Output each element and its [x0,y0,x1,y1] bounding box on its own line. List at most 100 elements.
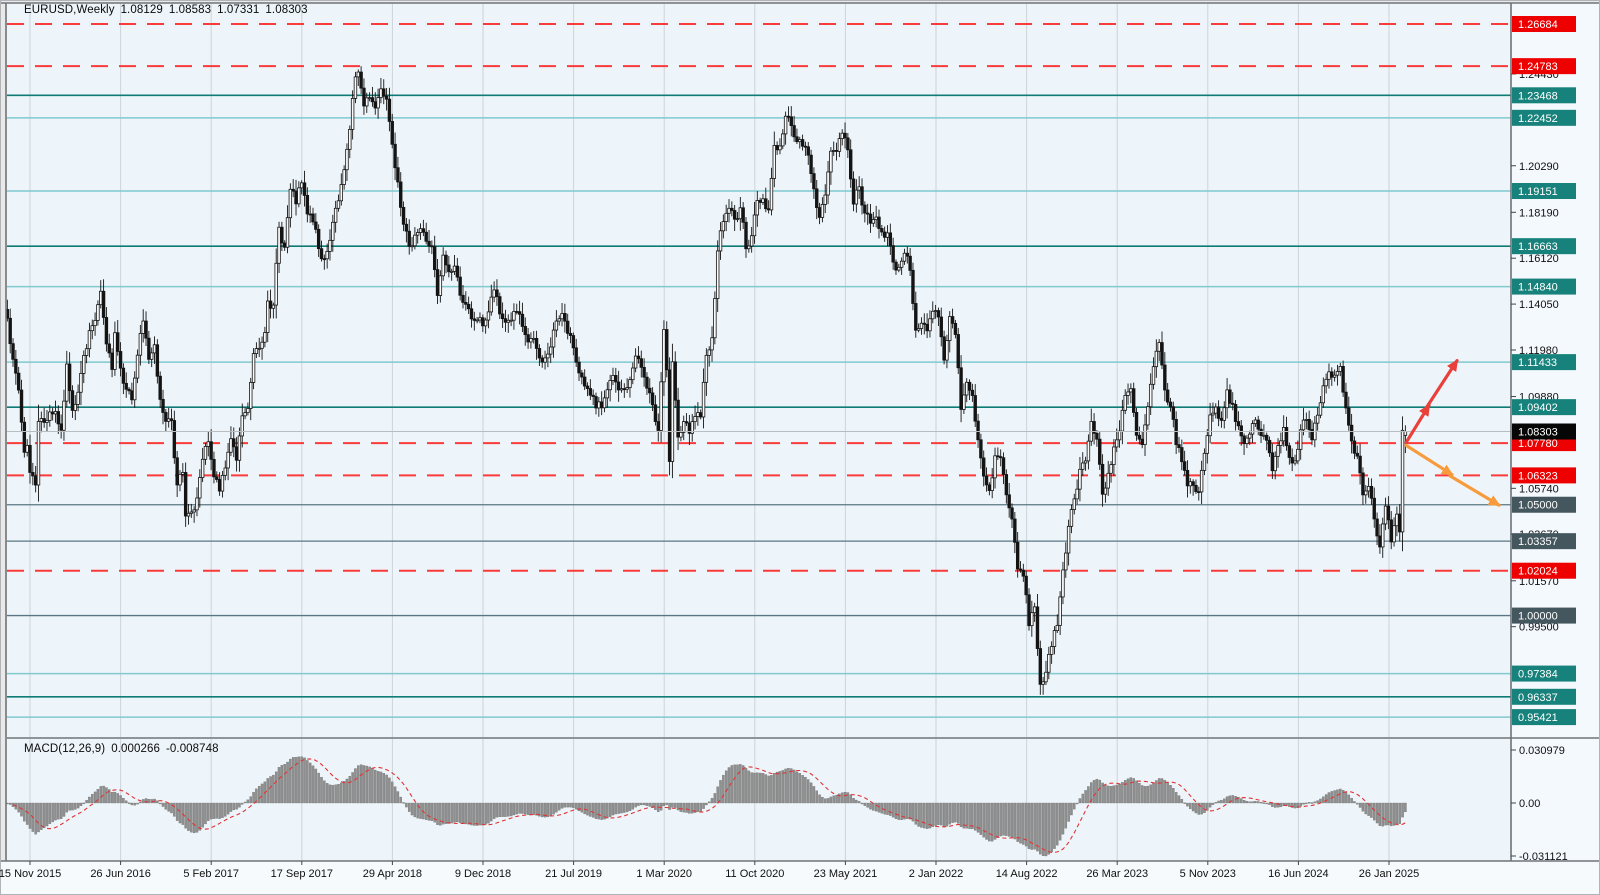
macd-bar [130,802,134,806]
candle-body [619,388,624,391]
candle-body [676,399,680,438]
candle-body [537,348,542,359]
candle-body [195,497,199,511]
trend-arrows[interactable] [1404,358,1501,507]
candle-body [792,125,796,138]
price-axis[interactable]: 1.244301.202901.181901.161201.140501.119… [1511,16,1576,863]
bullish-projection[interactable] [1425,358,1459,409]
candle-body [76,391,80,405]
macd-bar [778,771,782,804]
macd-bar [518,802,521,814]
candle-body [645,376,649,389]
candle-body [45,420,49,423]
candle-body [62,400,66,431]
candle-body [1236,421,1241,427]
macd-bar [1262,802,1266,804]
macd-bar [838,793,841,804]
level-label-1.24783-box [1512,58,1576,75]
macd-bar [246,799,250,804]
candle-body [1126,391,1130,396]
bearish-projection[interactable] [1448,474,1501,507]
level-label-1.22452: 1.22452 [1518,113,1558,125]
macd-bar [187,802,190,831]
macd-bar [549,802,552,817]
candle-body [998,456,1003,459]
date-axis-background[interactable] [0,861,1600,895]
candle-body [1233,403,1238,422]
macd-bar [1126,778,1130,804]
ohlc-summary: EURUSD,Weekly 1.08129 1.08583 1.07331 1.0830… [24,4,314,16]
candle-body [506,319,510,323]
macd-bar [1058,802,1062,841]
candle-body [880,228,884,233]
macd-bar [405,802,408,808]
candle-body [121,367,126,384]
candle-body [1095,432,1099,440]
macd-bar [1005,802,1008,836]
candle-body [1214,406,1218,414]
macd-bar [45,802,49,827]
macd-bar [116,793,119,804]
macd-bar [792,769,796,804]
candle-body [803,145,808,148]
candle-body [965,381,969,396]
candle-body [849,149,853,180]
bullish-projection[interactable] [1404,403,1431,445]
candle-body [464,302,468,305]
macd-bar [198,802,202,831]
macd-bar [812,786,816,804]
macd-bar [1302,802,1305,805]
candle-body [158,375,162,400]
candle-body [67,363,72,392]
candle-body [761,198,765,203]
candle-body [166,418,171,422]
macd-bar [1027,802,1031,849]
candle-body [316,228,321,250]
candle-body [1146,406,1150,426]
candle-body [277,226,281,264]
macd-bar [393,786,397,804]
price-tick-label: 1.16120 [1519,253,1559,265]
candle-body [8,317,12,345]
bearish-projection[interactable] [1404,443,1454,477]
level-lines[interactable] [7,23,1511,718]
macd-bar [724,770,728,804]
macd-bar [804,777,807,804]
macd-bar [603,802,606,820]
candle-body [1018,568,1023,571]
date-axis[interactable]: 15 Nov 2015 26 Jun 2016 5 Feb 2017 17 Sep 2… [0,861,1419,880]
macd-bar [1115,784,1118,804]
candle-body [331,221,335,241]
macd-bar [1279,802,1283,808]
macd-bar [640,802,643,806]
macd-bar [212,802,216,819]
macd-bar [195,802,199,833]
macd-bar [1155,780,1158,804]
candle-body [1256,419,1260,430]
macd-bar [614,802,618,815]
macd-bar [385,774,388,804]
candle-body [1338,366,1342,372]
macd-bar [229,802,233,812]
level-label-1.22452-box [1512,109,1576,126]
candle-body [665,329,669,371]
macd-bar [413,802,417,818]
candle-body [597,401,601,409]
candle-body [325,250,329,260]
level-label-1.19151: 1.19151 [1518,186,1558,198]
macd-bar [359,764,363,804]
macd-bar [1132,778,1135,804]
candle-body [982,457,986,477]
macd-bar [1214,802,1218,804]
candle-body [996,455,1000,458]
macd-bar [410,802,414,816]
date-tick-label: 14 Aug 2022 [996,868,1058,880]
candle-body [1296,448,1300,462]
candle-body [1148,383,1153,408]
candle-body [973,395,977,422]
macd-bar [1395,802,1399,825]
macd-bar [648,802,652,807]
macd-bar [937,802,940,825]
candle-body [1151,366,1156,385]
